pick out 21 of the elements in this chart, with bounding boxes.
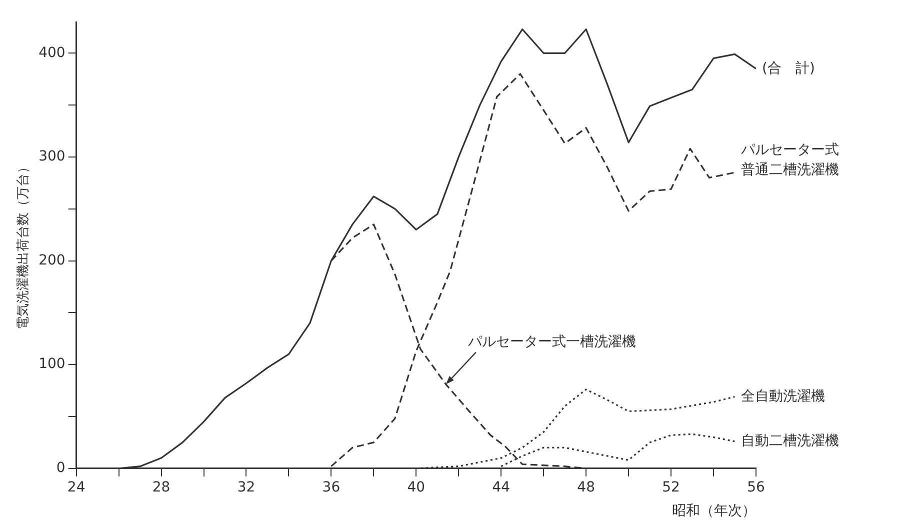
series-label: 全自動洗濯機	[740, 388, 825, 404]
x-tick-label: 40	[407, 479, 426, 496]
y-tick-label: 300	[38, 148, 66, 165]
x-tick-label: 48	[577, 479, 595, 496]
x-tick-label: 36	[322, 479, 340, 496]
x-tick-label: 56	[747, 479, 765, 496]
x-tick-label: 32	[237, 479, 256, 496]
x-tick-label: 28	[152, 479, 170, 496]
y-tick-label: 400	[38, 44, 66, 61]
series-label: (合 計)	[762, 60, 815, 76]
y-tick-label: 0	[56, 460, 66, 476]
y-tick-label: 100	[38, 356, 66, 372]
series-label: パルセーター式普通二槽洗濯機	[740, 142, 839, 178]
x-axis-title: 昭和（年次）	[672, 503, 756, 520]
x-tick-label: 52	[662, 479, 680, 496]
x-tick-label: 44	[492, 479, 510, 496]
y-axis-title: 電気洗濯機出荷台数（万台）	[16, 160, 32, 330]
text: パルセーター式一槽洗濯機	[466, 334, 636, 350]
y-tick-label: 200	[38, 252, 66, 268]
series-label: 自動二槽洗濯機	[740, 433, 839, 450]
x-tick-label: 24	[67, 479, 86, 496]
